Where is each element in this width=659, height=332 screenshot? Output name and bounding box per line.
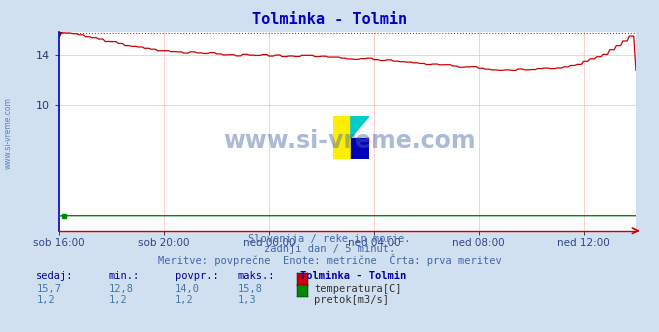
Text: sedaj:: sedaj: [36,271,74,281]
Text: maks.:: maks.: [237,271,275,281]
Text: min.:: min.: [109,271,140,281]
Text: 1,2: 1,2 [175,295,193,305]
Text: 1,2: 1,2 [36,295,55,305]
Polygon shape [351,116,369,138]
Text: Tolminka - Tolmin: Tolminka - Tolmin [252,12,407,27]
Bar [333,116,351,159]
Text: 12,8: 12,8 [109,284,134,294]
Text: 1,3: 1,3 [237,295,256,305]
Text: 15,7: 15,7 [36,284,61,294]
Text: 1,2: 1,2 [109,295,127,305]
Text: Slovenija / reke in morje.: Slovenija / reke in morje. [248,234,411,244]
Text: pretok[m3/s]: pretok[m3/s] [314,295,389,305]
Text: www.si-vreme.com: www.si-vreme.com [3,97,13,169]
Text: 15,8: 15,8 [237,284,262,294]
Text: zadnji dan / 5 minut.: zadnji dan / 5 minut. [264,244,395,254]
Text: www.si-vreme.com: www.si-vreme.com [223,129,476,153]
Text: 14,0: 14,0 [175,284,200,294]
Text: temperatura[C]: temperatura[C] [314,284,402,294]
Text: Tolminka - Tolmin: Tolminka - Tolmin [300,271,406,281]
Text: Meritve: povprečne  Enote: metrične  Črta: prva meritev: Meritve: povprečne Enote: metrične Črta:… [158,254,501,266]
Polygon shape [351,138,369,159]
Text: povpr.:: povpr.: [175,271,218,281]
